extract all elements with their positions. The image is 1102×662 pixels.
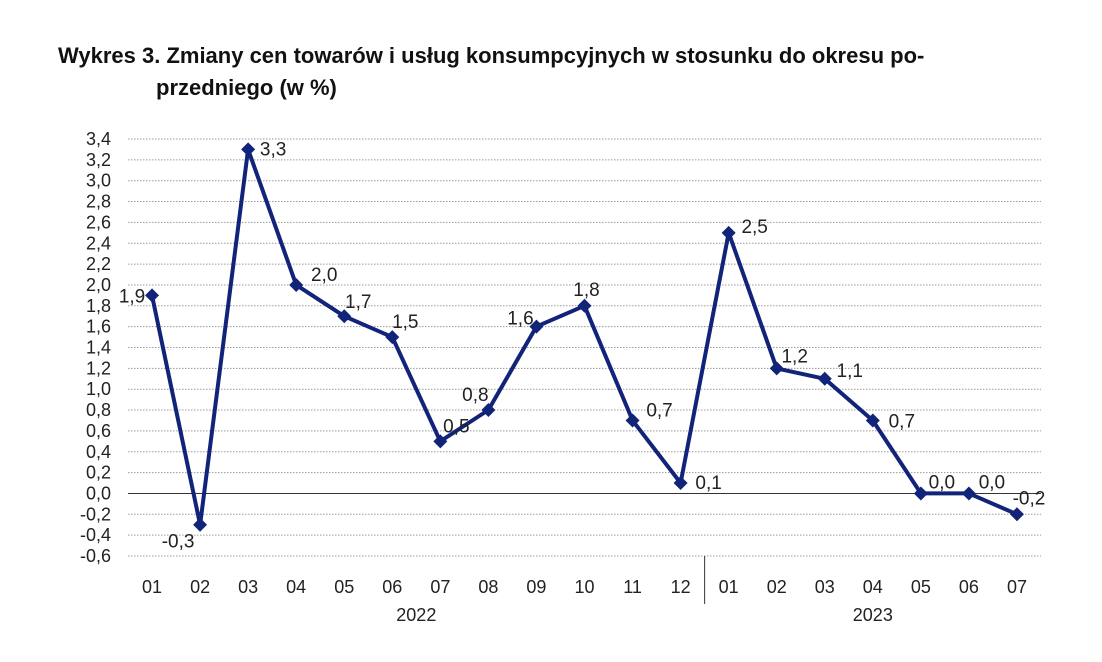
axes [128,492,1041,604]
y-tick-label: 0,0 [86,483,111,503]
x-tick-label: 07 [430,577,450,597]
y-tick-label: 0,4 [86,442,111,462]
x-tick-label: 07 [1007,577,1027,597]
y-tick-label: 1,0 [86,379,111,399]
chart-title-line-2: przedniego (w %) [156,75,337,100]
data-label: 0,0 [979,472,1005,493]
data-label: 2,5 [741,217,767,238]
data-label: -0,3 [162,532,195,553]
data-label: -0,2 [1013,488,1046,509]
y-tick-label: 2,2 [86,254,111,274]
data-label: 0,7 [646,400,672,421]
y-tick-label: 1,8 [86,296,111,316]
data-point-marker [865,413,880,428]
data-point-marker [817,371,832,386]
data-label: 1,2 [781,346,807,367]
data-label: 1,9 [119,286,145,307]
year-label: 2022 [396,605,436,625]
data-point-marker [289,277,304,292]
data-labels: 1,9 -0,3 3,3 2,0 1,7 1,5 0,5 0,8 1,6 1,8 0,7 0,1 2,5… [119,139,1046,552]
data-label: 1,1 [837,361,863,382]
x-tick-label: 01 [719,577,739,597]
series-line [150,147,1019,527]
data-point-marker [433,434,448,449]
data-label: 0,1 [695,473,721,494]
chart-title: Wykres 3. Zmiany cen towarów i usług kon… [58,40,1058,104]
x-tick-label: 11 [623,577,642,597]
data-point-marker [1009,507,1024,522]
data-label: 1,5 [392,312,418,333]
data-label: 0,0 [929,472,955,493]
x-tick-label: 09 [526,577,546,597]
x-tick-label: 03 [815,577,835,597]
data-markers [145,142,1024,532]
x-tick-label: 02 [190,577,210,597]
x-tick-label: 04 [286,577,306,597]
data-point-marker [529,319,544,334]
data-point-marker [145,288,160,303]
x-tick-label: 12 [671,577,691,597]
data-label: 0,8 [462,385,488,406]
x-tick-label: 04 [863,577,883,597]
x-tick-label: 05 [334,577,354,597]
y-tick-label: -0,2 [80,504,111,524]
data-point-marker [961,486,976,501]
data-point-marker [673,476,688,491]
y-tick-label: 0,8 [86,400,111,420]
y-tick-label: 0,6 [86,421,111,441]
y-tick-label: 2,6 [86,212,111,232]
data-point-marker [625,413,640,428]
x-tick-label: 01 [142,577,162,597]
y-tick-label: 0,2 [86,463,111,483]
data-point-marker [385,330,400,345]
chart-title-line-1: Wykres 3. Zmiany cen towarów i usług kon… [58,43,925,68]
data-label: 2,0 [311,265,337,286]
data-point-marker [577,298,592,313]
y-tick-label: 1,6 [86,317,111,337]
data-label: 1,6 [507,309,533,330]
y-tick-label: -0,4 [80,525,111,545]
y-tick-label: 3,2 [86,150,111,170]
data-point-marker [337,309,352,324]
y-tick-label: -0,6 [80,546,111,566]
y-tick-label: 3,0 [86,171,111,191]
x-tick-label: 02 [767,577,787,597]
data-point-marker [241,142,256,157]
x-tick-label: 10 [574,577,594,597]
data-point-marker [481,403,496,418]
data-label: 1,8 [573,280,599,301]
x-tick-label: 06 [382,577,402,597]
data-label: 3,3 [260,139,286,160]
data-label: 1,7 [345,292,371,313]
y-tick-label: 2,4 [86,233,111,253]
x-tick-label: 05 [911,577,931,597]
y-tick-label: 1,4 [86,338,111,358]
y-tick-label: 1,2 [86,358,111,378]
x-tick-label: 03 [238,577,258,597]
data-label: 0,5 [443,416,469,437]
data-point-marker [193,517,208,532]
y-tick-label: 2,0 [86,275,111,295]
x-axis-tick-labels: 2022 2023 01 02 03 04 05 06 07 08 09 10 11 12 01 02 03 04… [142,577,1027,625]
year-label: 2023 [853,605,893,625]
y-tick-label: 3,4 [86,129,111,149]
series-line-path [150,147,1019,527]
y-axis-tick-labels: 3,43,23,02,82,62,42,22,01,81,61,41,21,00… [80,129,111,566]
data-point-marker [721,225,736,240]
data-point-marker [769,361,784,376]
y-tick-label: 2,8 [86,192,111,212]
x-tick-label: 06 [959,577,979,597]
data-label: 0,7 [889,411,915,432]
data-point-marker [913,486,928,501]
x-tick-label: 08 [478,577,498,597]
